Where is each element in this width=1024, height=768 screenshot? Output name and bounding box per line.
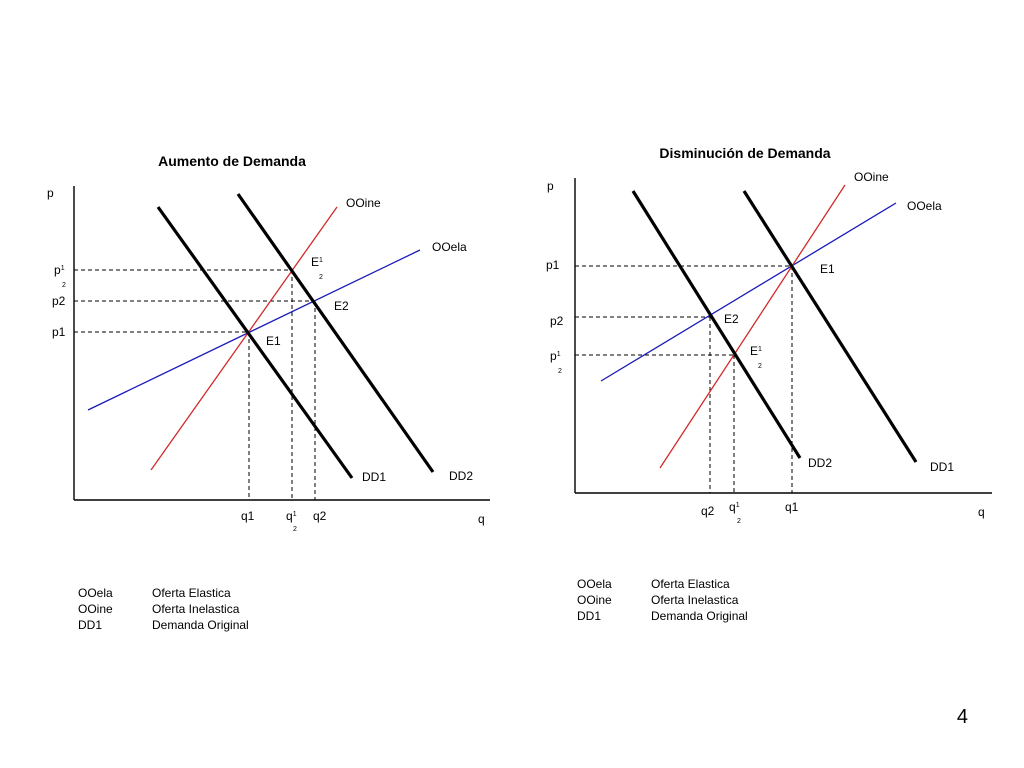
left-p1-label: p1 [52, 325, 66, 339]
right-legend: OOela Oferta Elastica OOine Oferta Inela… [577, 576, 748, 624]
legend-abbr: OOine [577, 593, 612, 607]
legend-abbr: OOela [78, 586, 113, 600]
right-title: Disminución de Demanda [659, 145, 830, 161]
right-x-axis-label: q [978, 505, 985, 519]
right-q-half-label: q1 [729, 500, 740, 514]
right-p-half-label: p1 [550, 349, 561, 363]
left-ooine-label: OOine [346, 196, 381, 210]
right-elastic-supply-line [600, 202, 897, 382]
legend-abbr: DD1 [78, 618, 103, 632]
right-p2-label: p2 [550, 314, 564, 328]
left-e1-label: E1 [266, 334, 281, 348]
left-e2-label: E2 [334, 299, 349, 313]
right-diagram: Disminución de Demanda p q OOine OOela D… [546, 145, 992, 525]
legend-abbr: DD1 [577, 609, 602, 623]
legend-desc: Demanda Original [152, 618, 249, 632]
legend-abbr: OOela [577, 577, 612, 591]
legend-desc: Oferta Inelastica [651, 593, 739, 607]
right-y-axis-label: p [547, 179, 554, 193]
left-q1-label: q1 [241, 509, 255, 523]
right-ooine-label: OOine [854, 170, 889, 184]
legend-row: OOine Oferta Inelastica [78, 601, 249, 617]
left-demand-dd1-line [156, 206, 354, 479]
left-dd2-label: DD2 [449, 469, 473, 483]
right-q1-label: q1 [785, 500, 799, 514]
right-e2-label: E2 [724, 312, 739, 326]
right-q2-label: q2 [701, 504, 715, 518]
left-y-axis-label: p [47, 186, 54, 200]
left-q2-label: q2 [313, 509, 327, 523]
legend-desc: Oferta Elastica [651, 577, 730, 591]
right-q-half-sub: 2 [737, 518, 741, 525]
left-diagram: Aumento de Demanda p q OOine OOela DD1 D… [47, 153, 490, 533]
left-q-half-sub: 2 [293, 526, 297, 533]
left-ooela-label: OOela [432, 240, 467, 254]
page-number: 4 [956, 706, 968, 728]
left-x-axis-label: q [478, 512, 485, 526]
legend-desc: Oferta Elastica [152, 586, 231, 600]
left-legend: OOela Oferta Elastica OOine Oferta Inela… [78, 585, 249, 633]
right-p1-label: p1 [546, 258, 560, 272]
left-elastic-supply-line [87, 249, 421, 411]
right-e-half-sub: 2 [758, 363, 762, 370]
left-inelastic-supply-line [150, 206, 338, 471]
right-ooela-label: OOela [907, 199, 942, 213]
left-demand-dd2-line [236, 193, 435, 473]
right-e1-label: E1 [820, 262, 835, 276]
left-e-half-label: E1 [311, 255, 323, 269]
left-p-half-sub: 2 [62, 282, 66, 289]
right-p-half-sub: 2 [558, 368, 562, 375]
left-q-half-label: q1 [286, 509, 297, 523]
right-dd1-label: DD1 [930, 460, 954, 474]
left-p2-label: p2 [52, 294, 66, 308]
legend-desc: Demanda Original [651, 609, 748, 623]
right-inelastic-supply-line [659, 184, 846, 469]
right-e-half-label: E1 [750, 344, 762, 358]
legend-row: OOine Oferta Inelastica [577, 592, 748, 608]
right-demand-dd1-line [742, 190, 918, 463]
legend-row: DD1 Demanda Original [577, 608, 748, 624]
left-e-half-sub: 2 [319, 274, 323, 281]
left-title: Aumento de Demanda [158, 153, 306, 169]
legend-desc: Oferta Inelastica [152, 602, 240, 616]
left-dd1-label: DD1 [362, 470, 386, 484]
legend-row: DD1 Demanda Original [78, 617, 249, 633]
left-p-half-label: p1 [54, 263, 65, 277]
legend-abbr: OOine [78, 602, 113, 616]
legend-row: OOela Oferta Elastica [577, 576, 748, 592]
right-demand-dd2-line [631, 190, 802, 459]
legend-row: OOela Oferta Elastica [78, 585, 249, 601]
right-dd2-label: DD2 [808, 456, 832, 470]
